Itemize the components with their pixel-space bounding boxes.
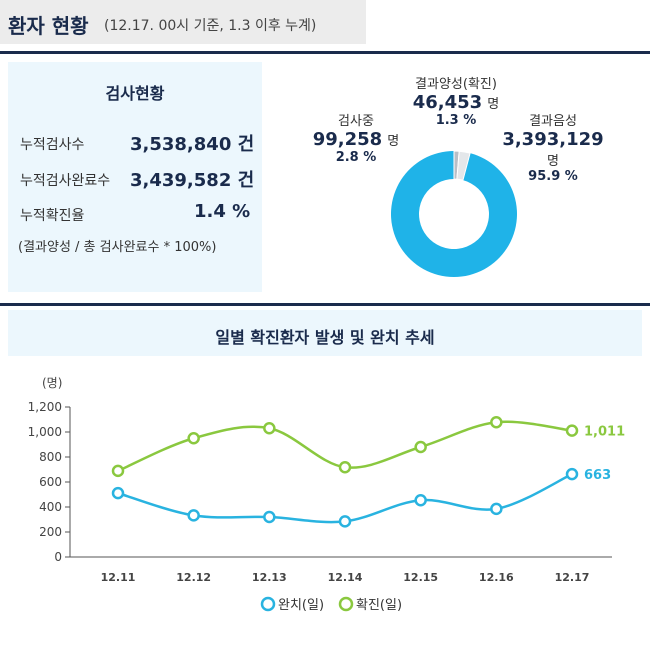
x-tick-label: 12.14	[328, 571, 363, 584]
data-point-recovered	[187, 509, 200, 522]
y-tick-label: 1,200	[28, 400, 62, 414]
y-tick-label: 200	[39, 525, 62, 539]
test-stats-panel	[8, 62, 262, 292]
y-tick-label: 0	[54, 550, 62, 564]
donut-label-negative: 결과음성 3,393,129 명 95.9 %	[500, 110, 606, 184]
negative-caption: 결과음성	[529, 114, 577, 129]
testing-unit: 명	[387, 134, 400, 149]
positive-unit: 명	[487, 97, 500, 112]
y-tick-label: 800	[39, 450, 62, 464]
test-result-donut-chart	[391, 150, 517, 277]
stat-value-positive-rate: 1.4 %	[194, 201, 251, 222]
stat-label-positive-rate: 누적확진율	[20, 208, 85, 224]
stat-label-completed-tests: 누적검사완료수	[20, 173, 111, 189]
series-line-recovered	[117, 472, 573, 524]
data-point-recovered	[490, 502, 503, 516]
donut-slice-testing	[456, 150, 471, 181]
data-point-confirmed	[338, 461, 352, 474]
negative-unit: 명	[547, 154, 559, 169]
stat-formula-note: (결과양성 / 총 검사완료수 * 100%)	[18, 240, 217, 255]
daily-trend-line-chart: (명) 0 200 400 600 800 1,000 1,200 12.11 12.12 12.1…	[28, 376, 625, 613]
data-point-confirmed	[565, 424, 579, 437]
end-value-label-recovered: 663	[584, 468, 611, 483]
positive-pct: 1.3 %	[435, 113, 477, 128]
stat-label-total-tests: 누적검사수	[20, 137, 85, 153]
end-value-label-confirmed: 1,011	[584, 425, 625, 440]
y-axis-unit-label: (명)	[42, 376, 62, 390]
legend-label-recovered: 완치(일)	[278, 598, 324, 613]
data-point-confirmed	[263, 422, 276, 435]
header-band	[0, 0, 366, 44]
negative-count: 3,393,129	[502, 129, 604, 150]
data-point-recovered	[263, 510, 276, 524]
x-tick-label: 12.13	[252, 571, 287, 584]
test-stats-heading: 검사현황	[105, 84, 165, 103]
data-point-confirmed	[490, 416, 503, 429]
testing-count: 99,258	[312, 129, 383, 150]
x-tick-label: 12.16	[479, 571, 514, 584]
donut-label-positive: 결과양성(확진) 46,453 명 1.3 %	[406, 73, 506, 128]
data-point-recovered	[414, 494, 427, 507]
negative-pct: 95.9 %	[528, 169, 578, 184]
positive-count: 46,453	[412, 92, 483, 113]
positive-caption: 결과양성(확진)	[415, 77, 497, 92]
donut-slice-negative	[391, 151, 517, 277]
donut-label-testing: 검사중 99,258 명 2.8 %	[306, 110, 406, 165]
legend-marker-confirmed	[338, 596, 354, 612]
data-point-confirmed	[187, 432, 200, 445]
x-tick-label: 12.15	[403, 571, 438, 584]
x-tick-label: 12.11	[101, 571, 136, 584]
data-point-confirmed	[111, 464, 125, 478]
x-tick-label: 12.12	[176, 571, 211, 584]
data-point-recovered	[565, 467, 579, 481]
x-tick-label: 12.17	[555, 571, 590, 584]
y-tick-label: 1,000	[28, 425, 62, 439]
stat-value-completed-tests: 3,439,582 건	[130, 170, 255, 191]
data-point-confirmed	[414, 440, 427, 454]
trend-chart-header	[8, 310, 642, 356]
stat-value-total-tests: 3,538,840 건	[130, 134, 255, 155]
legend-marker-recovered	[260, 596, 276, 612]
data-point-recovered	[338, 515, 352, 528]
legend-label-confirmed: 확진(일)	[356, 598, 402, 613]
trend-chart-title: 일별 확진환자 발생 및 완치 추세	[215, 328, 435, 347]
section-divider	[0, 303, 650, 306]
y-tick-label: 600	[39, 475, 62, 489]
data-point-recovered	[111, 486, 125, 500]
top-divider	[0, 51, 650, 54]
page-title: 환자 현황	[8, 14, 89, 38]
testing-caption: 검사중	[338, 114, 374, 129]
testing-pct: 2.8 %	[335, 150, 377, 165]
y-tick-label: 400	[39, 500, 62, 514]
page-subtitle: (12.17. 00시 기준, 1.3 이후 누계)	[104, 18, 317, 34]
